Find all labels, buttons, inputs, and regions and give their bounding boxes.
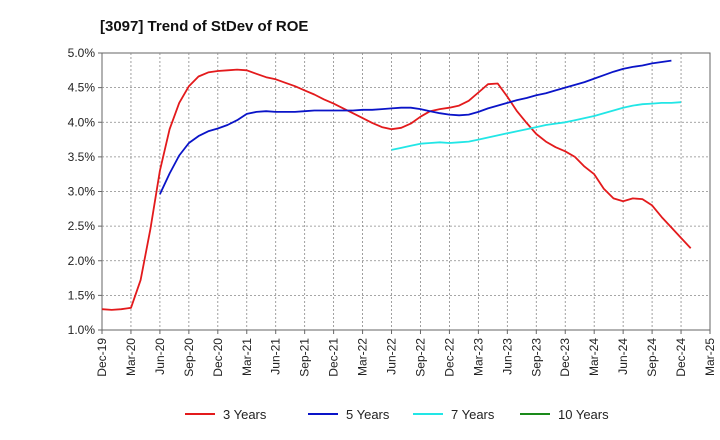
x-tick-label: Jun-22 (385, 338, 399, 375)
x-axis: Dec-19 Mar-20 Jun-20 Sep-20 Dec-20 Mar-21 Jun-… (95, 330, 717, 377)
series-line-7-years (391, 101, 682, 151)
x-tick-label: Mar-24 (587, 338, 601, 376)
legend-item-7-years: 7 Years (413, 407, 495, 422)
chart-title: [3097] Trend of StDev of ROE (100, 18, 308, 35)
x-tick-label: Dec-23 (558, 338, 572, 377)
x-tick-label: Sep-24 (645, 338, 659, 377)
x-tick-label: Mar-25 (703, 338, 717, 376)
y-tick-label: 1.5% (68, 288, 96, 302)
x-tick-label: Sep-21 (298, 338, 312, 377)
x-tick-label: Jun-21 (269, 338, 283, 375)
x-tick-label: Dec-22 (442, 338, 456, 377)
legend-label: 7 Years (451, 407, 495, 422)
x-tick-label: Dec-19 (95, 338, 109, 377)
x-tick-label: Sep-23 (529, 338, 543, 377)
y-tick-label: 5.0% (68, 46, 96, 60)
y-tick-label: 4.5% (68, 81, 96, 95)
x-tick-label: Jun-24 (616, 338, 630, 375)
grid (102, 53, 710, 330)
legend: 3 Years 5 Years 7 Years 10 Years (185, 407, 609, 422)
x-tick-label: Mar-23 (471, 338, 485, 376)
y-tick-label: 3.0% (68, 185, 96, 199)
y-tick-label: 2.5% (68, 219, 96, 233)
legend-item-3-years: 3 Years (185, 407, 267, 422)
x-tick-label: Jun-20 (153, 338, 167, 375)
y-tick-label: 1.0% (68, 323, 96, 337)
x-tick-label: Mar-20 (124, 338, 138, 376)
legend-item-10-years: 10 Years (520, 407, 609, 422)
legend-label: 5 Years (346, 407, 390, 422)
y-axis: 1.0% 1.5% 2.0% 2.5% 3.0% 3.5% 4.0% 4.5% 5.0% (68, 46, 102, 337)
x-tick-label: Sep-20 (182, 338, 196, 377)
legend-item-5-years: 5 Years (308, 407, 390, 422)
series-line-5-years (159, 59, 672, 195)
y-tick-label: 2.0% (68, 254, 96, 268)
y-tick-label: 3.5% (68, 150, 96, 164)
y-tick-label: 4.0% (68, 115, 96, 129)
legend-label: 3 Years (223, 407, 267, 422)
x-tick-label: Dec-21 (327, 338, 341, 377)
x-tick-label: Dec-20 (211, 338, 225, 377)
x-tick-label: Jun-23 (500, 338, 514, 375)
x-tick-label: Mar-21 (240, 338, 254, 376)
x-tick-label: Dec-24 (674, 338, 688, 377)
series-line-3-years (101, 68, 692, 311)
x-tick-label: Sep-22 (413, 338, 427, 377)
series-lines (101, 59, 692, 311)
x-tick-label: Mar-22 (356, 338, 370, 376)
legend-label: 10 Years (558, 407, 609, 422)
